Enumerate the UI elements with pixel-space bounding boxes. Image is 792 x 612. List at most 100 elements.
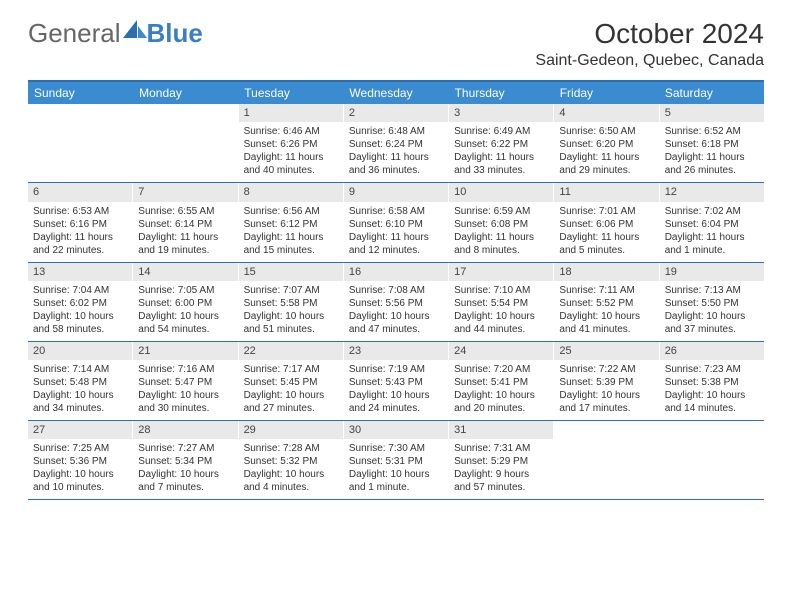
sunset-text: Sunset: 5:48 PM [33, 376, 127, 389]
day-body: Sunrise: 7:31 AMSunset: 5:29 PMDaylight:… [449, 439, 553, 499]
sunset-text: Sunset: 6:26 PM [244, 138, 338, 151]
day-cell: 29Sunrise: 7:28 AMSunset: 5:32 PMDayligh… [239, 421, 344, 499]
sunrise-text: Sunrise: 6:48 AM [349, 125, 443, 138]
sunrise-text: Sunrise: 6:55 AM [138, 205, 232, 218]
day-number: 7 [133, 183, 237, 201]
sunrise-text: Sunrise: 7:11 AM [559, 284, 653, 297]
weekday-label: Thursday [449, 82, 554, 104]
day-body: Sunrise: 7:08 AMSunset: 5:56 PMDaylight:… [344, 281, 448, 341]
day-body: Sunrise: 7:04 AMSunset: 6:02 PMDaylight:… [28, 281, 132, 341]
daylight-text: Daylight: 10 hours and 37 minutes. [665, 310, 759, 336]
sunrise-text: Sunrise: 7:10 AM [454, 284, 548, 297]
daylight-text: Daylight: 10 hours and 24 minutes. [349, 389, 443, 415]
day-cell: 2 Sunrise: 6:48 AMSunset: 6:24 PMDaylight… [344, 104, 449, 182]
day-cell: 23Sunrise: 7:19 AMSunset: 5:43 PMDayligh… [344, 342, 449, 420]
day-cell: 24Sunrise: 7:20 AMSunset: 5:41 PMDayligh… [449, 342, 554, 420]
day-cell: 15Sunrise: 7:07 AMSunset: 5:58 PMDayligh… [239, 263, 344, 341]
sunset-text: Sunset: 5:56 PM [349, 297, 443, 310]
daylight-text: Daylight: 11 hours and 15 minutes. [244, 231, 338, 257]
day-body: Sunrise: 6:56 AMSunset: 6:12 PMDaylight:… [239, 202, 343, 262]
daylight-text: Daylight: 10 hours and 1 minute. [349, 468, 443, 494]
sunset-text: Sunset: 5:52 PM [559, 297, 653, 310]
daylight-text: Daylight: 11 hours and 1 minute. [665, 231, 759, 257]
day-cell: 18Sunrise: 7:11 AMSunset: 5:52 PMDayligh… [554, 263, 659, 341]
sunset-text: Sunset: 6:10 PM [349, 218, 443, 231]
day-body: Sunrise: 7:13 AMSunset: 5:50 PMDaylight:… [660, 281, 764, 341]
sunset-text: Sunset: 5:50 PM [665, 297, 759, 310]
day-cell: 19Sunrise: 7:13 AMSunset: 5:50 PMDayligh… [660, 263, 764, 341]
daylight-text: Daylight: 10 hours and 34 minutes. [33, 389, 127, 415]
day-body: Sunrise: 7:23 AMSunset: 5:38 PMDaylight:… [660, 360, 764, 420]
logo: General Blue [28, 18, 203, 49]
day-cell [133, 104, 238, 182]
day-number: 4 [554, 104, 658, 122]
sunrise-text: Sunrise: 7:31 AM [454, 442, 548, 455]
day-body: Sunrise: 7:28 AMSunset: 5:32 PMDaylight:… [239, 439, 343, 499]
daylight-text: Daylight: 11 hours and 19 minutes. [138, 231, 232, 257]
day-number: 3 [449, 104, 553, 122]
daylight-text: Daylight: 10 hours and 17 minutes. [559, 389, 653, 415]
day-cell: 30Sunrise: 7:30 AMSunset: 5:31 PMDayligh… [344, 421, 449, 499]
day-cell: 28Sunrise: 7:27 AMSunset: 5:34 PMDayligh… [133, 421, 238, 499]
weekday-label: Friday [554, 82, 659, 104]
sunset-text: Sunset: 5:36 PM [33, 455, 127, 468]
day-body: Sunrise: 7:16 AMSunset: 5:47 PMDaylight:… [133, 360, 237, 420]
day-number: 17 [449, 263, 553, 281]
day-number: 2 [344, 104, 448, 122]
daylight-text: Daylight: 10 hours and 51 minutes. [244, 310, 338, 336]
day-body: Sunrise: 7:11 AMSunset: 5:52 PMDaylight:… [554, 281, 658, 341]
day-cell: 8Sunrise: 6:56 AMSunset: 6:12 PMDaylight… [239, 183, 344, 261]
day-number: 10 [449, 183, 553, 201]
daylight-text: Daylight: 11 hours and 36 minutes. [349, 151, 443, 177]
sunrise-text: Sunrise: 7:27 AM [138, 442, 232, 455]
day-cell: 31Sunrise: 7:31 AMSunset: 5:29 PMDayligh… [449, 421, 554, 499]
weekday-label: Monday [133, 82, 238, 104]
sunrise-text: Sunrise: 7:14 AM [33, 363, 127, 376]
daylight-text: Daylight: 11 hours and 5 minutes. [559, 231, 653, 257]
sunset-text: Sunset: 6:22 PM [454, 138, 548, 151]
day-cell [660, 421, 764, 499]
daylight-text: Daylight: 10 hours and 41 minutes. [559, 310, 653, 336]
sunset-text: Sunset: 5:32 PM [244, 455, 338, 468]
day-cell: 7Sunrise: 6:55 AMSunset: 6:14 PMDaylight… [133, 183, 238, 261]
daylight-text: Daylight: 11 hours and 26 minutes. [665, 151, 759, 177]
day-number: 6 [28, 183, 132, 201]
day-number: 21 [133, 342, 237, 360]
day-number: 13 [28, 263, 132, 281]
sunrise-text: Sunrise: 7:25 AM [33, 442, 127, 455]
day-number: 19 [660, 263, 764, 281]
sunrise-text: Sunrise: 7:05 AM [138, 284, 232, 297]
weekday-label: Sunday [28, 82, 133, 104]
sunset-text: Sunset: 6:16 PM [33, 218, 127, 231]
sunset-text: Sunset: 6:12 PM [244, 218, 338, 231]
day-number [660, 421, 764, 439]
sunset-text: Sunset: 5:34 PM [138, 455, 232, 468]
day-cell: 5Sunrise: 6:52 AMSunset: 6:18 PMDaylight… [660, 104, 764, 182]
day-cell: 12Sunrise: 7:02 AMSunset: 6:04 PMDayligh… [660, 183, 764, 261]
day-cell: 4Sunrise: 6:50 AMSunset: 6:20 PMDaylight… [554, 104, 659, 182]
daylight-text: Daylight: 10 hours and 27 minutes. [244, 389, 338, 415]
day-body: Sunrise: 7:07 AMSunset: 5:58 PMDaylight:… [239, 281, 343, 341]
sunset-text: Sunset: 5:43 PM [349, 376, 443, 389]
sunrise-text: Sunrise: 6:58 AM [349, 205, 443, 218]
day-body: Sunrise: 7:14 AMSunset: 5:48 PMDaylight:… [28, 360, 132, 420]
week-row: 6Sunrise: 6:53 AMSunset: 6:16 PMDaylight… [28, 183, 764, 262]
day-body: Sunrise: 7:17 AMSunset: 5:45 PMDaylight:… [239, 360, 343, 420]
logo-sail-icon [123, 20, 147, 38]
sunset-text: Sunset: 6:24 PM [349, 138, 443, 151]
sunrise-text: Sunrise: 7:13 AM [665, 284, 759, 297]
month-title: October 2024 [535, 18, 764, 50]
day-body: Sunrise: 6:46 AMSunset: 6:26 PMDaylight:… [239, 122, 343, 182]
daylight-text: Daylight: 10 hours and 54 minutes. [138, 310, 232, 336]
day-number: 12 [660, 183, 764, 201]
logo-text-blue: Blue [147, 18, 203, 49]
day-cell: 11Sunrise: 7:01 AMSunset: 6:06 PMDayligh… [554, 183, 659, 261]
daylight-text: Daylight: 10 hours and 7 minutes. [138, 468, 232, 494]
day-cell: 21Sunrise: 7:16 AMSunset: 5:47 PMDayligh… [133, 342, 238, 420]
day-number [554, 421, 658, 439]
daylight-text: Daylight: 10 hours and 30 minutes. [138, 389, 232, 415]
sunset-text: Sunset: 6:20 PM [559, 138, 653, 151]
sunrise-text: Sunrise: 7:28 AM [244, 442, 338, 455]
sunrise-text: Sunrise: 6:49 AM [454, 125, 548, 138]
sunset-text: Sunset: 5:45 PM [244, 376, 338, 389]
